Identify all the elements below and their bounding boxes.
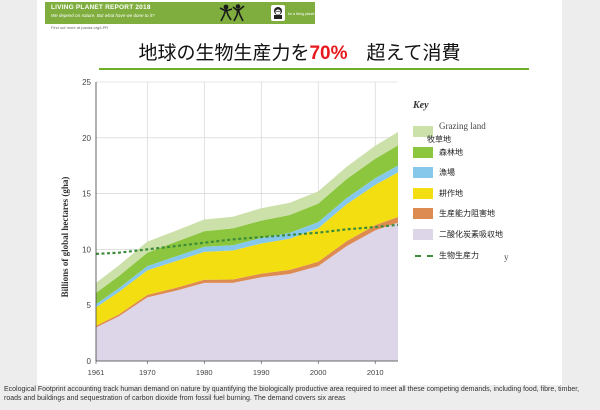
y-tick-label: 5	[87, 301, 92, 310]
y-tick-label: 15	[82, 190, 91, 199]
area-forest	[96, 145, 398, 305]
y-tick-label: 10	[82, 245, 91, 254]
legend-label-fishing: 漁場	[439, 168, 455, 178]
legend-swatch-built-up	[413, 208, 433, 220]
legend-swatch-grazing	[413, 126, 433, 137]
title-suffix: 超えて消費	[347, 42, 461, 64]
x-tick-label: 1990	[253, 368, 270, 377]
panda-logo-icon	[271, 5, 285, 21]
legend-item-grazing: Grazing land 牧草地	[413, 121, 553, 144]
legend-item-forest: 森林地	[413, 144, 553, 165]
y-tick-label: 20	[82, 134, 91, 143]
area-carbon	[96, 222, 398, 361]
legend: Grazing land 牧草地 森林地 漁場 耕作地 生産能力阻害地 二酸化炭…	[413, 121, 553, 268]
legend-extra-label: y	[504, 252, 509, 262]
children-silhouette-icon	[219, 4, 245, 22]
legend-item-carbon: 二酸化炭素吸収地	[413, 226, 553, 247]
title-prefix: 地球の生物生産力を	[138, 42, 310, 64]
legend-label-cropland: 耕作地	[439, 188, 463, 198]
legend-label-forest: 森林地	[439, 147, 463, 157]
legend-title: Key	[413, 100, 429, 111]
line-biocapacity	[95, 223, 399, 255]
legend-swatch-forest	[413, 146, 433, 158]
x-tick-label: 1970	[139, 368, 156, 377]
area-cropland	[96, 172, 398, 326]
banner-title: LIVING PLANET REPORT 2018	[51, 4, 151, 11]
banner-tagline: We depend on nature. But what have we do…	[51, 13, 155, 18]
legend-swatch-cropland	[413, 187, 433, 199]
y-tick-label: 0	[87, 357, 92, 366]
slide: LIVING PLANET REPORT 2018 We depend on n…	[37, 0, 562, 385]
legend-swatch-fishing	[413, 167, 433, 179]
legend-item-biocapacity: 生物生産力	[413, 247, 553, 268]
title-highlight: 70%	[309, 43, 348, 64]
legend-item-built-up: 生産能力阻害地	[413, 205, 553, 226]
y-tick-label: 25	[82, 78, 91, 87]
x-tick-label: 1980	[196, 368, 213, 377]
area-series	[96, 132, 398, 361]
find-more-link[interactable]: Find out more at panda.org/LPR	[51, 25, 109, 30]
caption: Ecological Footprint accounting track hu…	[4, 386, 580, 402]
x-tick-label: 2000	[310, 368, 327, 377]
slide-title: 地球の生物生産力を70% 超えて消費	[37, 38, 562, 65]
y-axis-label: Billions of global hectares (gha)	[60, 177, 70, 298]
title-underline	[99, 68, 529, 70]
report-banner[interactable]: LIVING PLANET REPORT 2018 We depend on n…	[45, 2, 315, 24]
legend-item-cropland: 耕作地	[413, 185, 553, 206]
x-tick-label: 2010	[367, 368, 384, 377]
x-tick-label: 1961	[88, 368, 105, 377]
legend-swatch-carbon	[413, 228, 433, 240]
legend-label-carbon: 二酸化炭素吸収地	[439, 229, 503, 239]
legend-label-grazing: 牧草地	[427, 135, 451, 144]
legend-swatch-biocapacity	[415, 254, 433, 257]
legend-label-biocapacity: 生物生産力	[439, 250, 479, 260]
legend-item-fishing: 漁場	[413, 164, 553, 185]
axes: 0 5 10 15 20 25 1961 1970 1980 1990 2000 2010	[82, 78, 398, 377]
legend-label-built-up: 生産能力阻害地	[439, 209, 495, 219]
footprint-area-chart: 0 5 10 15 20 25 1961 1970 1980 1990 2000 2010 Billi…	[60, 78, 399, 377]
biocapacity-series	[95, 223, 399, 255]
legend-label-grazing-en: Grazing land	[439, 121, 486, 131]
wwf-tagline: for a living planet	[288, 12, 315, 16]
